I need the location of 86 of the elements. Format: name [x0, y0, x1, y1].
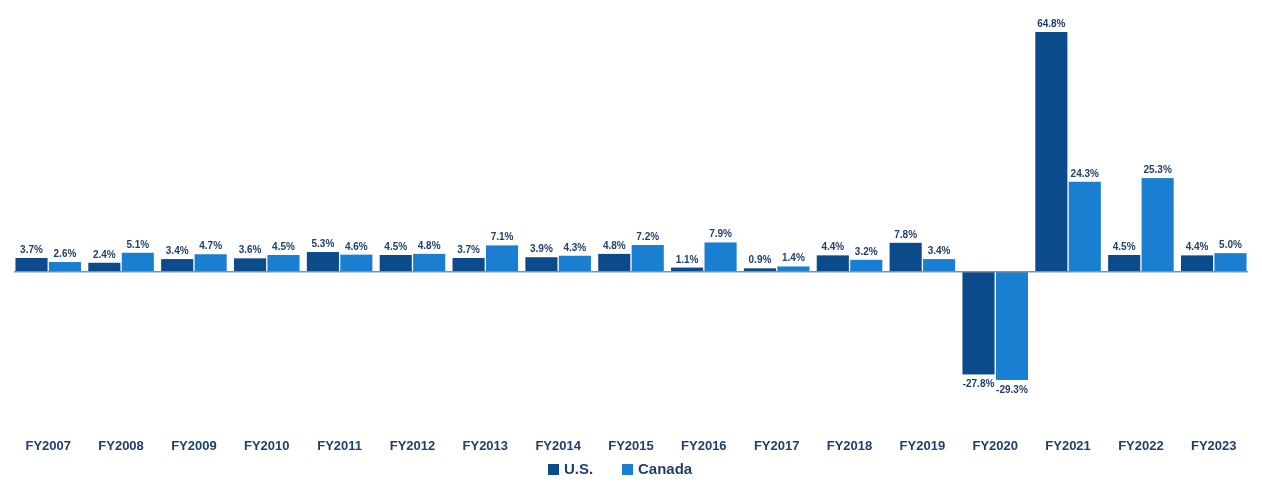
x-tick-label: FY2015 — [608, 438, 654, 453]
data-label: 4.3% — [563, 241, 587, 253]
bar — [161, 259, 194, 272]
x-tick-label: FY2016 — [681, 438, 727, 453]
legend-label: U.S. — [564, 460, 594, 477]
data-label: 4.7% — [199, 240, 223, 252]
data-label: 1.4% — [782, 252, 805, 264]
x-tick-label: FY2019 — [899, 438, 946, 453]
bar — [816, 255, 849, 272]
legend-label: Canada — [638, 460, 693, 477]
bar — [1035, 32, 1068, 272]
bar — [1180, 255, 1214, 272]
bar — [121, 252, 154, 272]
data-label: 24.3% — [1070, 167, 1100, 179]
bar — [1141, 178, 1174, 272]
data-label: 64.8% — [1037, 18, 1066, 29]
data-label: 0.9% — [748, 254, 772, 266]
bar — [1108, 255, 1141, 272]
bar — [777, 266, 810, 272]
bar — [194, 254, 227, 272]
x-tick-label: FY2011 — [317, 438, 363, 453]
x-tick-label: FY2014 — [535, 438, 582, 453]
x-tick-label: FY2021 — [1045, 438, 1091, 453]
bar — [413, 253, 446, 272]
bar — [452, 257, 485, 272]
data-label: 3.2% — [854, 245, 878, 257]
bar — [306, 252, 339, 272]
data-label: -27.8% — [962, 378, 995, 390]
data-label: 7.2% — [636, 231, 660, 243]
bar — [15, 257, 48, 272]
bar — [631, 245, 664, 272]
bar — [233, 258, 267, 272]
data-label: 2.6% — [53, 248, 77, 260]
x-tick-label: FY2017 — [753, 438, 800, 453]
bar — [48, 262, 82, 272]
data-label: 4.5% — [272, 241, 295, 252]
bar — [598, 253, 631, 272]
data-label: 7.8% — [894, 228, 918, 240]
bar — [379, 255, 412, 272]
bar — [485, 245, 519, 272]
x-tick-label: FY2007 — [25, 438, 72, 453]
bar — [88, 262, 121, 272]
bar — [850, 259, 883, 272]
x-tick-label: FY2013 — [462, 438, 509, 453]
data-label: 3.6% — [238, 244, 262, 256]
data-label: 3.4% — [927, 245, 951, 257]
data-label: 7.9% — [709, 228, 733, 240]
x-tick-label: FY2010 — [244, 438, 290, 453]
x-tick-label: FY2009 — [171, 438, 217, 453]
x-tick-label: FY2018 — [826, 438, 873, 453]
data-label: 4.4% — [1185, 241, 1209, 253]
x-tick-label: FY2020 — [972, 438, 1018, 453]
data-label: 4.6% — [344, 240, 368, 252]
data-label: 1.1% — [675, 253, 699, 265]
bar — [558, 255, 591, 272]
data-label: 5.0% — [1219, 239, 1242, 251]
x-tick-label: FY2023 — [1190, 438, 1237, 453]
data-label: 3.7% — [20, 243, 44, 255]
data-label: 3.4% — [165, 245, 189, 257]
data-label: 2.4% — [92, 248, 116, 260]
data-label: 4.5% — [1112, 241, 1136, 252]
data-label: 7.1% — [490, 231, 514, 243]
bar — [923, 259, 956, 272]
bar — [525, 257, 558, 272]
bar — [889, 242, 922, 272]
data-label: 4.8% — [417, 239, 441, 251]
bar — [704, 242, 737, 272]
data-label: 5.3% — [311, 238, 335, 250]
data-label: 3.9% — [530, 243, 553, 255]
bar — [340, 254, 373, 272]
data-label: 5.1% — [126, 238, 150, 250]
bar — [1068, 181, 1101, 272]
x-tick-label: FY2022 — [1118, 438, 1164, 453]
data-label: 4.4% — [821, 241, 845, 253]
x-tick-label: FY2012 — [389, 438, 436, 453]
x-tick-label: FY2008 — [98, 438, 144, 453]
bar — [267, 255, 300, 272]
bar — [995, 271, 1029, 380]
data-label: 3.7% — [457, 243, 481, 255]
bar — [962, 271, 995, 375]
data-label: 4.5% — [384, 241, 408, 252]
data-label: 4.8% — [602, 239, 626, 251]
data-label: -29.3% — [996, 384, 1028, 395]
data-label: 25.3% — [1143, 164, 1172, 176]
bar — [1214, 253, 1247, 272]
bar — [743, 268, 777, 272]
